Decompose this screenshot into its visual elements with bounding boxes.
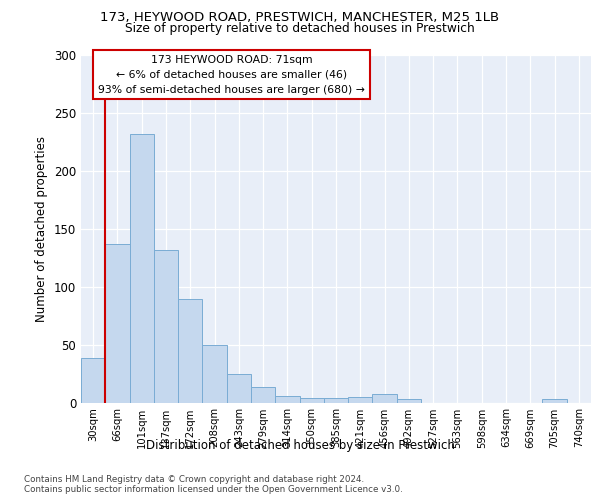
Bar: [202, 344, 227, 403]
Bar: [81, 358, 105, 403]
Bar: [227, 374, 251, 402]
Bar: [130, 134, 154, 402]
Bar: [154, 250, 178, 402]
Bar: [275, 396, 299, 402]
Bar: [105, 244, 130, 402]
Text: Contains public sector information licensed under the Open Government Licence v3: Contains public sector information licen…: [24, 485, 403, 494]
Bar: [373, 394, 397, 402]
Bar: [324, 398, 348, 402]
Bar: [542, 399, 567, 402]
Text: 173, HEYWOOD ROAD, PRESTWICH, MANCHESTER, M25 1LB: 173, HEYWOOD ROAD, PRESTWICH, MANCHESTER…: [100, 11, 500, 24]
Text: 173 HEYWOOD ROAD: 71sqm
← 6% of detached houses are smaller (46)
93% of semi-det: 173 HEYWOOD ROAD: 71sqm ← 6% of detached…: [98, 55, 365, 94]
Text: Size of property relative to detached houses in Prestwich: Size of property relative to detached ho…: [125, 22, 475, 35]
Bar: [251, 388, 275, 402]
Bar: [397, 399, 421, 402]
Bar: [348, 396, 373, 402]
Text: Distribution of detached houses by size in Prestwich: Distribution of detached houses by size …: [146, 439, 454, 452]
Bar: [299, 398, 324, 402]
Text: Contains HM Land Registry data © Crown copyright and database right 2024.: Contains HM Land Registry data © Crown c…: [24, 475, 364, 484]
Bar: [178, 300, 202, 403]
Y-axis label: Number of detached properties: Number of detached properties: [35, 136, 49, 322]
